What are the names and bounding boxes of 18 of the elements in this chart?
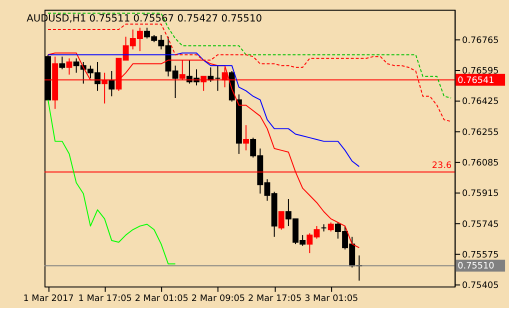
x-tick-label: 2 Mar 01:05 (134, 294, 188, 304)
y-tick-label: 0.76255 (462, 128, 499, 138)
y-tick-label: 0.75915 (462, 189, 499, 200)
ref-line-label: 0.76541 (458, 76, 494, 86)
y-tick-label: 0.76085 (462, 158, 499, 168)
x-tick-label: 2 Mar 09:05 (191, 294, 246, 304)
x-tick-label: 1 Mar 2017 (23, 294, 74, 304)
y-tick-label: 0.75575 (462, 250, 499, 260)
y-tick-label: 0.75405 (462, 281, 499, 292)
annotation: 23.6 (432, 161, 452, 172)
ref-line-label: 0.75510 (458, 262, 495, 272)
x-tick-label: 2 Mar 17:05 (248, 294, 302, 304)
x-tick-label: 1 Mar 17:05 (78, 294, 132, 304)
y-tick-label: 0.75745 (462, 220, 499, 230)
x-tick-label: 3 Mar 01:05 (304, 294, 358, 304)
y-tick-label: 0.76425 (462, 97, 499, 108)
y-tick-label: 0.76595 (462, 66, 499, 77)
y-tick-label: 0.76765 (462, 36, 499, 46)
